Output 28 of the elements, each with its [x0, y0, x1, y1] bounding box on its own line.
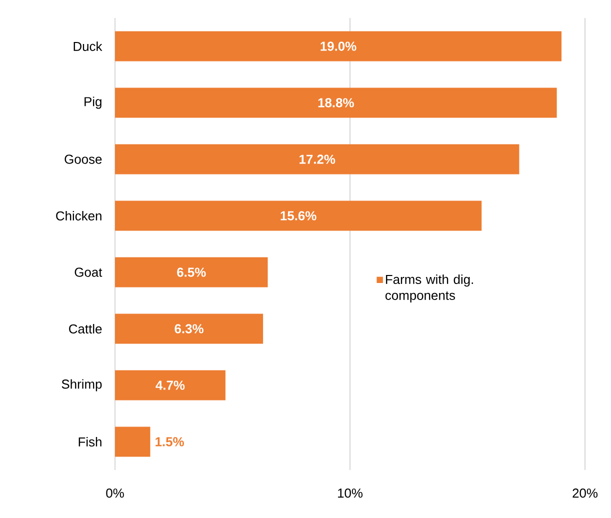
y-tick-label: Goat [74, 268, 102, 277]
legend-label: Farms with dig. components [385, 274, 473, 303]
data-label: 6.3% [174, 324, 204, 334]
y-tick-label: Pig [84, 96, 102, 109]
bar [115, 314, 264, 344]
data-label: 15.6% [280, 211, 316, 220]
bar [115, 257, 268, 288]
bar [115, 144, 520, 174]
x-tick-label: 10% [338, 488, 363, 498]
data-label: 17.2% [300, 154, 336, 164]
bar [115, 426, 150, 457]
bar [115, 200, 482, 231]
y-tick-label: Fish [78, 436, 102, 447]
y-tick-label: Chicken [56, 210, 102, 221]
x-tick-label: 0% [106, 488, 124, 498]
bar [115, 88, 557, 118]
y-tick-label: Shrimp [62, 379, 102, 392]
data-label: 4.7% [156, 380, 185, 390]
y-tick-label: Goose [64, 154, 102, 164]
bar [115, 370, 226, 400]
y-tick-label: Duck [74, 41, 102, 52]
data-label: 18.8% [318, 98, 354, 108]
x-tick-label: 20% [572, 488, 598, 498]
y-tick-label: Cattle [69, 324, 102, 334]
data-label: 6.5% [177, 268, 206, 277]
data-label: 19.0% [320, 42, 356, 51]
data-label: 1.5% [156, 437, 184, 446]
bar [115, 31, 562, 62]
